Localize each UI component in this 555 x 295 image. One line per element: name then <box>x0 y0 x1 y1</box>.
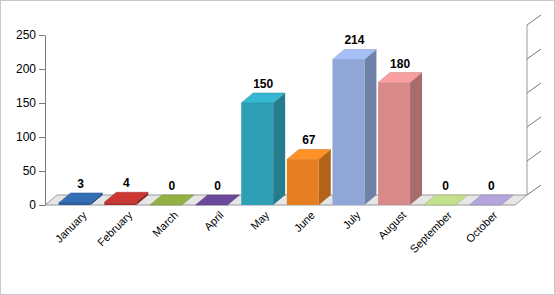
wall-tick <box>527 117 541 127</box>
x-tick: April <box>202 209 226 233</box>
wall-tick <box>527 151 541 161</box>
wall-tick <box>527 15 541 25</box>
data-label: 0 <box>214 179 221 193</box>
x-tick-label: July <box>340 208 363 231</box>
x-tick-label: February <box>95 208 135 248</box>
bar-top <box>104 192 148 202</box>
bar-top <box>378 73 422 83</box>
y-tick: 100 <box>16 130 45 144</box>
data-label: 0 <box>488 179 495 193</box>
x-tick: February <box>95 208 135 248</box>
data-label: 0 <box>442 179 449 193</box>
y-axis: 0 50 100 150 200 250 <box>16 28 46 212</box>
bar-top <box>332 49 376 59</box>
y-tick-label: 50 <box>23 164 37 178</box>
x-tick: January <box>53 208 90 245</box>
x-tick: August <box>376 209 409 242</box>
bar-side <box>364 49 376 205</box>
bar-top <box>241 93 285 103</box>
y-tick-label: 150 <box>16 96 36 110</box>
x-tick-label: May <box>248 208 272 232</box>
wall-edge <box>527 25 528 195</box>
x-tick-label: March <box>150 209 180 239</box>
bar-side <box>273 93 285 205</box>
data-label: 3 <box>77 177 84 191</box>
data-label: 214 <box>344 33 364 47</box>
x-tick: September <box>407 208 454 255</box>
x-tick-label: April <box>202 209 226 233</box>
y-tick: 150 <box>16 96 45 110</box>
y-tick-label: 250 <box>16 28 36 42</box>
wall-tick <box>527 83 541 93</box>
data-label: 4 <box>123 176 130 190</box>
bar-top <box>424 195 468 205</box>
y-tick-mark <box>39 69 45 70</box>
bar-side <box>410 73 422 205</box>
x-tick: October <box>463 208 499 244</box>
wall-tick <box>527 49 541 59</box>
y-tick: 0 <box>29 198 45 212</box>
y-tick-mark <box>39 35 45 36</box>
chart: 0 50 100 150 200 250 JanuaryFebruary March April… <box>0 0 555 295</box>
data-label: 0 <box>169 179 176 193</box>
x-tick-label: September <box>407 208 454 255</box>
y-tick-label: 100 <box>16 130 36 144</box>
bar <box>287 159 319 205</box>
bar <box>378 83 410 205</box>
y-axis-line <box>45 36 46 206</box>
y-tick-mark <box>39 137 45 138</box>
x-tick: May <box>248 208 272 232</box>
x-tick: June <box>292 209 317 234</box>
x-tick-label: August <box>376 209 409 242</box>
x-tick-label: January <box>53 208 90 245</box>
x-tick-label: June <box>292 209 317 234</box>
bar <box>332 59 364 205</box>
data-label: 180 <box>390 57 410 71</box>
x-tick-label: October <box>463 208 499 244</box>
bar <box>241 103 273 205</box>
y-tick-label: 0 <box>29 198 36 212</box>
y-tick-mark <box>39 103 45 104</box>
wall-tick <box>527 185 541 195</box>
bar-top <box>196 195 240 205</box>
x-axis: JanuaryFebruary March April May June July Augu… <box>53 208 500 255</box>
y-tick-mark <box>39 205 45 206</box>
chart-border <box>1 1 555 295</box>
bar <box>104 202 136 205</box>
x-tick: July <box>340 208 363 231</box>
y-tick: 200 <box>16 62 45 76</box>
bar-top <box>59 193 103 203</box>
bar-top <box>287 149 331 159</box>
y-tick-mark <box>39 171 45 172</box>
bars <box>59 49 514 205</box>
data-label: 67 <box>302 133 316 147</box>
y-tick: 50 <box>23 164 45 178</box>
y-tick: 250 <box>16 28 45 42</box>
x-tick: March <box>150 209 180 239</box>
y-tick-label: 200 <box>16 62 36 76</box>
data-label: 150 <box>253 77 273 91</box>
bar-top <box>150 195 194 205</box>
bar-top <box>469 195 513 205</box>
bar <box>59 203 91 205</box>
